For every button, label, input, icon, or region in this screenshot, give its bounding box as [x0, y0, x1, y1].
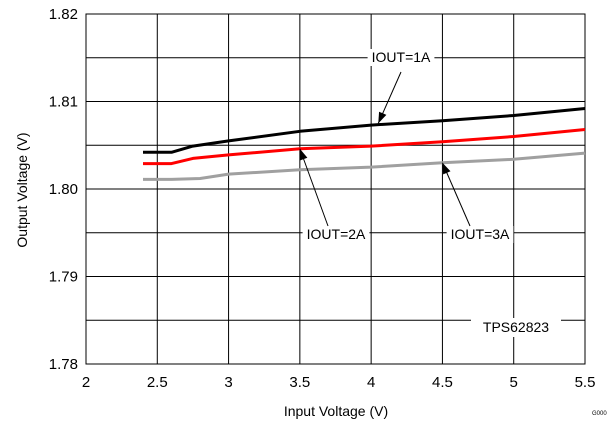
y-axis-title: Output Voltage (V) — [14, 132, 30, 247]
annotation-label: IOUT=3A — [451, 226, 510, 242]
annotation-arrow-line — [299, 148, 329, 227]
y-tick-label: 1.81 — [49, 94, 78, 111]
annotation-label-background — [446, 226, 514, 243]
x-axis-title: Input Voltage (V) — [284, 403, 388, 419]
x-tick-label: 5.5 — [575, 374, 596, 391]
series-line-iout-3a — [143, 151, 586, 181]
x-tick-label: 2 — [82, 374, 90, 391]
annotation-arrowhead — [299, 148, 308, 161]
annotation-label: IOUT=1A — [372, 49, 431, 65]
plot-frame — [85, 13, 586, 365]
x-tick-label: 3 — [224, 374, 232, 391]
annotation-arrowhead — [442, 162, 451, 175]
annotation-iout-2a: IOUT=2A — [299, 148, 370, 243]
x-tick-label: 4 — [367, 374, 375, 391]
series-lines — [143, 107, 586, 181]
annotation-iout-1a: IOUT=1A — [367, 49, 435, 124]
x-tick-label: 2.5 — [147, 374, 168, 391]
annotation-arrow-line — [441, 162, 471, 227]
device-label: TPS62823 — [483, 319, 549, 335]
x-axis-ticks: 2 2.5 3 3.5 4 4.5 5 5.5 — [82, 374, 596, 391]
device-label-background — [471, 318, 561, 337]
y-axis-ticks: 1.78 1.79 1.80 1.81 1.82 — [49, 6, 78, 373]
annotation-label-background — [367, 49, 435, 66]
x-tick-label: 3.5 — [289, 374, 310, 391]
annotation-label-background — [302, 226, 370, 243]
grid — [86, 14, 585, 364]
y-tick-label: 1.79 — [49, 269, 78, 286]
annotations: IOUT=1A IOUT=2A IOUT=3A — [299, 49, 514, 243]
y-tick-label: 1.78 — [49, 356, 78, 373]
x-tick-label: 4.5 — [432, 374, 453, 391]
annotation-arrowhead — [378, 111, 387, 124]
figure-id: G000 — [592, 411, 607, 417]
series-line-iout-1a — [143, 107, 586, 154]
annotation-label: IOUT=2A — [307, 226, 366, 242]
x-tick-label: 5 — [510, 374, 518, 391]
annotation-iout-3a: IOUT=3A — [441, 162, 514, 243]
y-tick-label: 1.82 — [49, 6, 78, 23]
y-tick-label: 1.80 — [49, 181, 78, 198]
